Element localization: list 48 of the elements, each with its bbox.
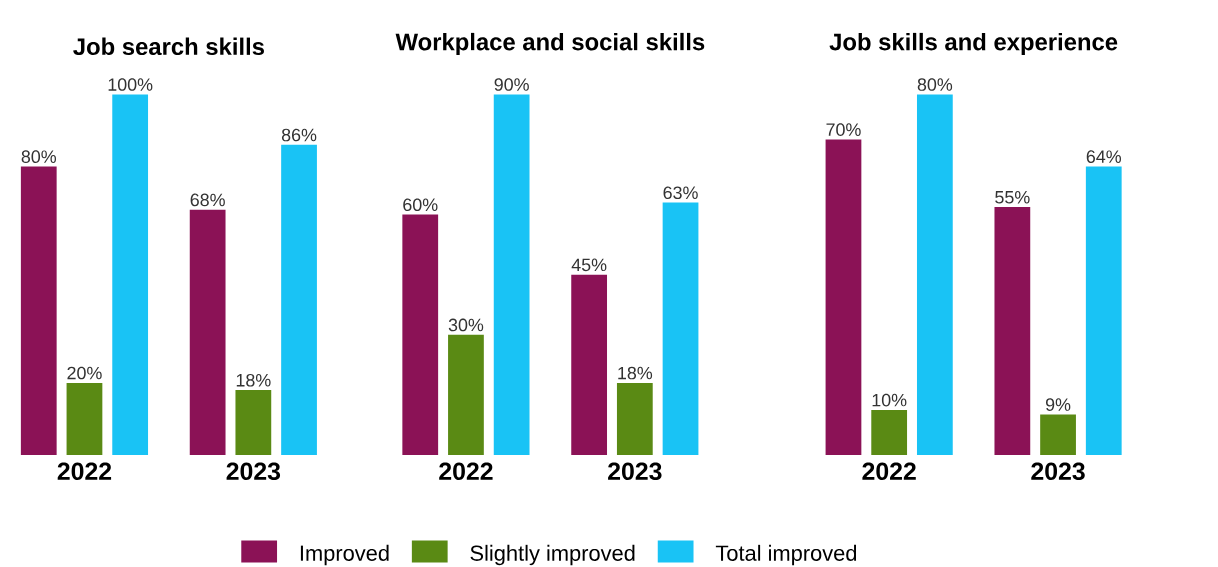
bar xyxy=(616,382,653,455)
data-label: 20% xyxy=(67,366,102,380)
data-label: 80% xyxy=(21,150,57,163)
legend-label: Improved xyxy=(300,544,389,566)
chart-title: Job search skills xyxy=(73,37,264,55)
bar xyxy=(281,144,317,455)
bar xyxy=(916,94,953,455)
data-label: 63% xyxy=(663,186,698,199)
data-label: 9% xyxy=(1045,398,1071,411)
data-label: 86% xyxy=(281,128,317,142)
bar xyxy=(402,214,439,455)
x-tick-label: 2022 xyxy=(439,462,493,480)
data-label: 10% xyxy=(872,393,907,407)
bar xyxy=(112,94,149,455)
data-label: 64% xyxy=(1086,150,1122,163)
bar xyxy=(448,334,484,455)
bar xyxy=(1085,166,1122,455)
data-label: 70% xyxy=(826,123,861,136)
x-tick-label: 2023 xyxy=(226,462,281,480)
bar xyxy=(825,139,862,455)
data-label: 45% xyxy=(571,258,607,272)
data-label: 90% xyxy=(494,78,529,91)
bar xyxy=(235,389,272,455)
legend-label: Slightly improved xyxy=(470,544,635,566)
bar xyxy=(571,274,608,455)
bar xyxy=(20,166,57,455)
legend-label: Total improved xyxy=(715,544,857,566)
bar xyxy=(66,382,103,455)
chart-title: Job skills and experience xyxy=(829,32,1118,55)
bar xyxy=(662,202,699,455)
chart-title: Workplace and social skills xyxy=(395,32,705,55)
data-label: 80% xyxy=(917,78,953,91)
data-label: 18% xyxy=(236,373,271,387)
x-tick-label: 2023 xyxy=(608,462,662,480)
bar xyxy=(189,209,226,455)
bar xyxy=(493,94,530,455)
x-tick-label: 2023 xyxy=(1031,462,1085,480)
bar xyxy=(994,206,1031,455)
data-label: 68% xyxy=(190,193,225,207)
bar xyxy=(871,409,908,455)
data-label: 100% xyxy=(108,78,153,91)
x-tick-label: 2022 xyxy=(862,462,916,480)
bar xyxy=(1040,414,1076,455)
data-label: 55% xyxy=(995,190,1030,204)
data-label: 30% xyxy=(448,318,484,332)
data-label: 60% xyxy=(403,198,438,211)
data-label: 18% xyxy=(618,366,653,380)
x-tick-label: 2022 xyxy=(57,462,112,480)
